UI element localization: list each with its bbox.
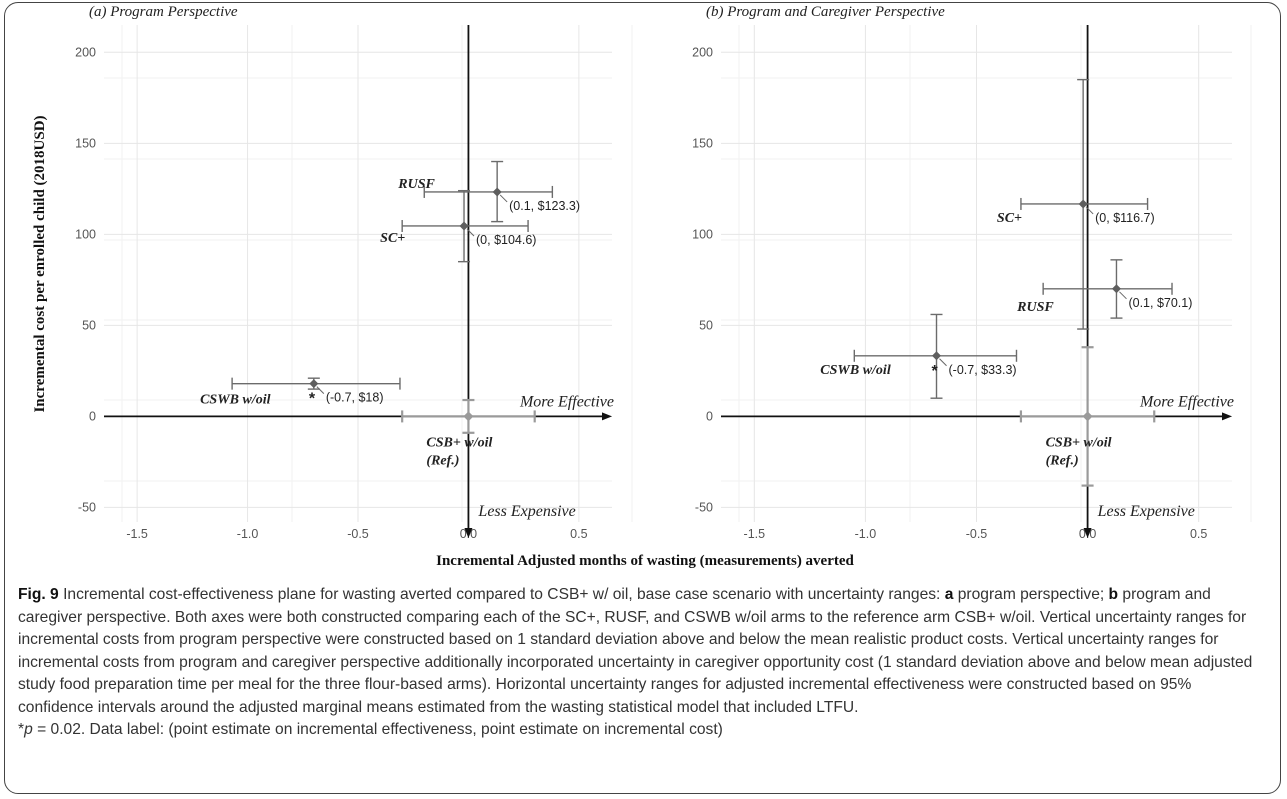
label-leader — [939, 358, 947, 367]
data-point — [463, 411, 474, 422]
y-axis-arrowhead — [464, 528, 473, 538]
caption-marker-b: b — [1108, 586, 1119, 603]
x-tick-label: -0.5 — [347, 527, 369, 541]
y-tick-label: 50 — [699, 318, 713, 332]
less-expensive-label: Less Expensive — [477, 503, 575, 520]
y-tick-label: -50 — [78, 500, 96, 514]
x-tick-label: -1.0 — [237, 527, 259, 541]
data-label: (0, $116.7) — [1095, 211, 1155, 225]
label-leader — [316, 386, 325, 394]
data-point — [459, 221, 469, 231]
label-leader — [1085, 206, 1094, 215]
arm-label-ref: (Ref.) — [426, 453, 459, 468]
x-tick-label: -1.0 — [855, 527, 877, 541]
x-axis-arrowhead — [1222, 412, 1232, 421]
arm-label: SC+ — [380, 231, 405, 246]
x-tick-label: -1.5 — [126, 527, 148, 541]
significance-star: * — [309, 391, 316, 408]
y-tick-label: 200 — [692, 45, 713, 59]
y-tick-label: 0 — [706, 409, 713, 423]
data-label: (0, $104.6) — [476, 233, 536, 247]
data-point — [1082, 411, 1093, 422]
less-expensive-label: Less Expensive — [1097, 503, 1195, 520]
caption-marker-a: a — [944, 586, 954, 603]
y-tick-label: 100 — [692, 227, 713, 241]
caption-significance-star: * — [18, 721, 25, 738]
y-tick-label: 150 — [692, 136, 713, 150]
data-point — [932, 351, 942, 361]
x-axis-arrowhead — [602, 412, 612, 421]
figure-number: Fig. 9 — [18, 586, 59, 603]
caption-part-1: Incremental cost-effectiveness plane for… — [58, 586, 945, 603]
figure-frame — [4, 2, 1281, 794]
x-tick-label: -1.5 — [744, 527, 766, 541]
data-label: (0.1, $70.1) — [1128, 296, 1192, 310]
panel-a: (a) Program Perspective-1.5-1.0-0.50.00.… — [75, 4, 633, 541]
label-leader — [499, 194, 508, 203]
data-label: (-0.7, $33.3) — [949, 363, 1017, 377]
arm-label-ref: (Ref.) — [1046, 453, 1079, 468]
chart-canvas: Incremental cost per enrolled child (201… — [32, 4, 1252, 569]
y-axis-label: Incremental cost per enrolled child (201… — [32, 115, 48, 412]
x-tick-label: 0.5 — [570, 527, 587, 541]
panel-title: (a) Program Perspective — [89, 4, 238, 20]
y-tick-label: 200 — [75, 45, 96, 59]
panel-title: (b) Program and Caregiver Perspective — [706, 4, 945, 20]
arm-label: CSB+ w/oil — [1046, 435, 1112, 450]
arm-label: CSWB w/oil — [820, 363, 891, 378]
data-point — [492, 187, 502, 197]
data-point — [1111, 284, 1121, 294]
caption-significance-note: = 0.02. Data label: (point estimate on i… — [32, 721, 723, 738]
y-tick-label: 100 — [75, 227, 96, 241]
arm-label: RUSF — [397, 177, 435, 192]
x-axis-label: Incremental Adjusted months of wasting (… — [436, 553, 854, 569]
panel-b: (b) Program and Caregiver Perspective -1.… — [692, 4, 1252, 541]
arm-label: SC+ — [997, 211, 1022, 226]
significance-star: * — [932, 363, 939, 380]
data-point — [309, 379, 319, 389]
arm-label: CSWB w/oil — [200, 393, 271, 408]
label-leader — [1119, 291, 1127, 300]
data-label: (-0.7, $18) — [326, 391, 384, 405]
y-tick-label: 50 — [82, 318, 96, 332]
more-effective-label: More Effective — [519, 393, 614, 410]
arm-label: RUSF — [1016, 300, 1054, 315]
figure-caption: Fig. 9 Incremental cost-effectiveness pl… — [18, 584, 1270, 742]
y-tick-label: 0 — [89, 409, 96, 423]
caption-part-3: program and caregiver perspective. Both … — [18, 586, 1253, 716]
data-point — [1078, 199, 1088, 209]
more-effective-label: More Effective — [1139, 393, 1234, 410]
caption-p-symbol: p — [24, 721, 33, 738]
y-tick-label: -50 — [695, 500, 713, 514]
y-tick-label: 150 — [75, 136, 96, 150]
y-axis-arrowhead — [1083, 528, 1092, 538]
x-tick-label: 0.5 — [1190, 527, 1207, 541]
data-label: (0.1, $123.3) — [509, 199, 580, 213]
x-tick-label: -0.5 — [966, 527, 988, 541]
arm-label: CSB+ w/oil — [426, 435, 492, 450]
label-leader — [466, 228, 475, 237]
caption-part-2: program perspective; — [953, 586, 1109, 603]
